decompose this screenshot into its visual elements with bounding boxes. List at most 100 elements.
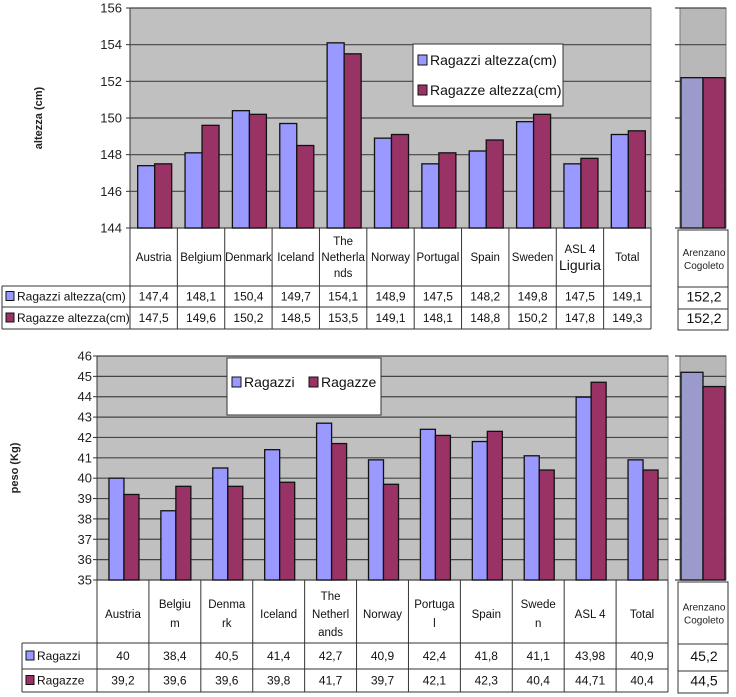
data-label: 41,1: [527, 649, 551, 663]
row-label: Ragazzi altezza(cm): [17, 290, 126, 304]
category-label: ASL 4: [575, 609, 607, 621]
bar-ragazzi: [419, 428, 437, 581]
bar-ragazzi: [523, 455, 540, 581]
data-label: 43,98: [575, 649, 605, 663]
bar-ragazze: [485, 139, 504, 229]
data-label: 39,8: [267, 674, 291, 688]
category-label: Austria: [105, 609, 141, 621]
data-label: 148,2: [470, 290, 500, 304]
legend-box: [412, 43, 564, 107]
side-category-label: Arenzano: [683, 603, 726, 614]
data-label: 148,1: [423, 311, 453, 325]
bar-ragazzi: [627, 459, 644, 581]
category-label: Belgiu: [159, 599, 191, 611]
bar-ragazzi: [468, 150, 487, 229]
side-category-label: Cogoleto: [684, 616, 724, 627]
bar-ragazzi: [264, 449, 281, 581]
bar-ragazze: [532, 113, 552, 229]
data-label: 39,6: [215, 674, 239, 688]
category-label: Austria: [136, 252, 172, 264]
bar-ragazze: [279, 481, 296, 581]
y-tick-label: 146: [100, 184, 122, 199]
bar-ragazze: [590, 381, 607, 581]
y-tick-label: 43: [78, 410, 92, 425]
bar-ragazzi: [231, 110, 251, 229]
category-label: Iceland: [260, 609, 297, 621]
data-label: 150,4: [233, 290, 263, 304]
side-table: [677, 229, 729, 331]
side-data-label: 152,2: [686, 289, 721, 305]
data-label: 149,1: [375, 311, 405, 325]
bar-ragazze: [627, 130, 646, 229]
data-label: 148,5: [281, 311, 311, 325]
category-label: Total: [630, 609, 654, 621]
bar-ragazze: [343, 53, 362, 229]
category-label: n: [535, 618, 541, 630]
side-bar-ragazze: [702, 77, 726, 229]
data-label: 147,5: [423, 290, 453, 304]
bar-ragazzi: [373, 137, 393, 229]
data-label: 41,8: [475, 649, 499, 663]
y-tick-label: 45: [78, 369, 92, 384]
row-swatch-ragazze: [25, 675, 35, 685]
y-tick-label: 36: [78, 552, 92, 567]
row-swatch-ragazzi: [25, 650, 35, 661]
legend-label: Ragazze altezza(cm): [430, 82, 562, 98]
legend-label: Ragazzi altezza(cm): [430, 52, 557, 68]
data-label: 149,8: [518, 290, 548, 304]
category-label: Portugal: [416, 252, 459, 264]
category-label: Denma: [208, 599, 246, 611]
data-label: 147,8: [565, 311, 595, 325]
bar-ragazzi: [326, 42, 345, 229]
data-label: 44,71: [575, 674, 605, 688]
data-label: 150,2: [518, 311, 548, 325]
bar-ragazze: [434, 434, 452, 581]
side-data-label: 45,2: [690, 648, 717, 664]
category-label: Spain: [472, 609, 501, 621]
data-label: 42,1: [423, 674, 447, 688]
bar-ragazzi: [610, 133, 629, 229]
row-label: Ragazze altezza(cm): [17, 311, 130, 325]
row-swatch-ragazze: [5, 312, 15, 323]
bar-ragazzi: [279, 122, 298, 229]
legend-label: Ragazze: [321, 374, 376, 390]
legend-swatch-ragazzi: [417, 54, 428, 66]
data-label: 148,9: [375, 290, 405, 304]
data-label: 41,7: [319, 674, 343, 688]
category-label: Iceland: [277, 252, 314, 264]
data-label: 38,4: [163, 649, 187, 663]
data-label: 148,1: [186, 290, 216, 304]
side-data-label: 44,5: [690, 673, 717, 689]
category-label: The: [321, 591, 341, 603]
legend-swatch-ragazzi: [231, 376, 242, 388]
bar-ragazze: [382, 483, 400, 581]
category-label: Liguria: [559, 257, 601, 273]
category-label: Netherla: [321, 252, 365, 264]
y-tick-label: 150: [100, 111, 122, 126]
data-label: 40,5: [215, 649, 239, 663]
row-swatch-ragazzi: [5, 291, 15, 301]
y-tick-label: 46: [78, 349, 92, 364]
bar-ragazze: [438, 152, 457, 229]
chart-1: 144 146 148 150 152 154 156 altezza (cm) Ragazzi…: [1, 1, 729, 331]
side-category-label: Arenzano: [683, 248, 726, 259]
row-label: Ragazzi: [37, 649, 80, 663]
category-label: rk: [222, 618, 232, 630]
y-tick-label: 37: [78, 532, 92, 547]
bar-ragazzi: [108, 477, 125, 581]
data-label: 147,5: [139, 311, 169, 325]
data-label: 154,1: [328, 290, 358, 304]
bar-ragazze: [642, 469, 659, 581]
data-label: 40,4: [527, 674, 551, 688]
y-tick-label: 148: [100, 147, 122, 162]
bar-ragazzi: [137, 165, 156, 229]
bar-ragazze: [123, 493, 140, 581]
y-tick-label: 44: [78, 389, 92, 404]
category-label: Swede: [521, 599, 556, 611]
bar-ragazzi: [212, 467, 229, 581]
side-bar-ragazzi: [680, 77, 704, 229]
data-label: 147,4: [139, 290, 169, 304]
data-label: 41,4: [267, 649, 291, 663]
data-label: 39,7: [371, 674, 395, 688]
bar-ragazzi: [160, 510, 177, 581]
